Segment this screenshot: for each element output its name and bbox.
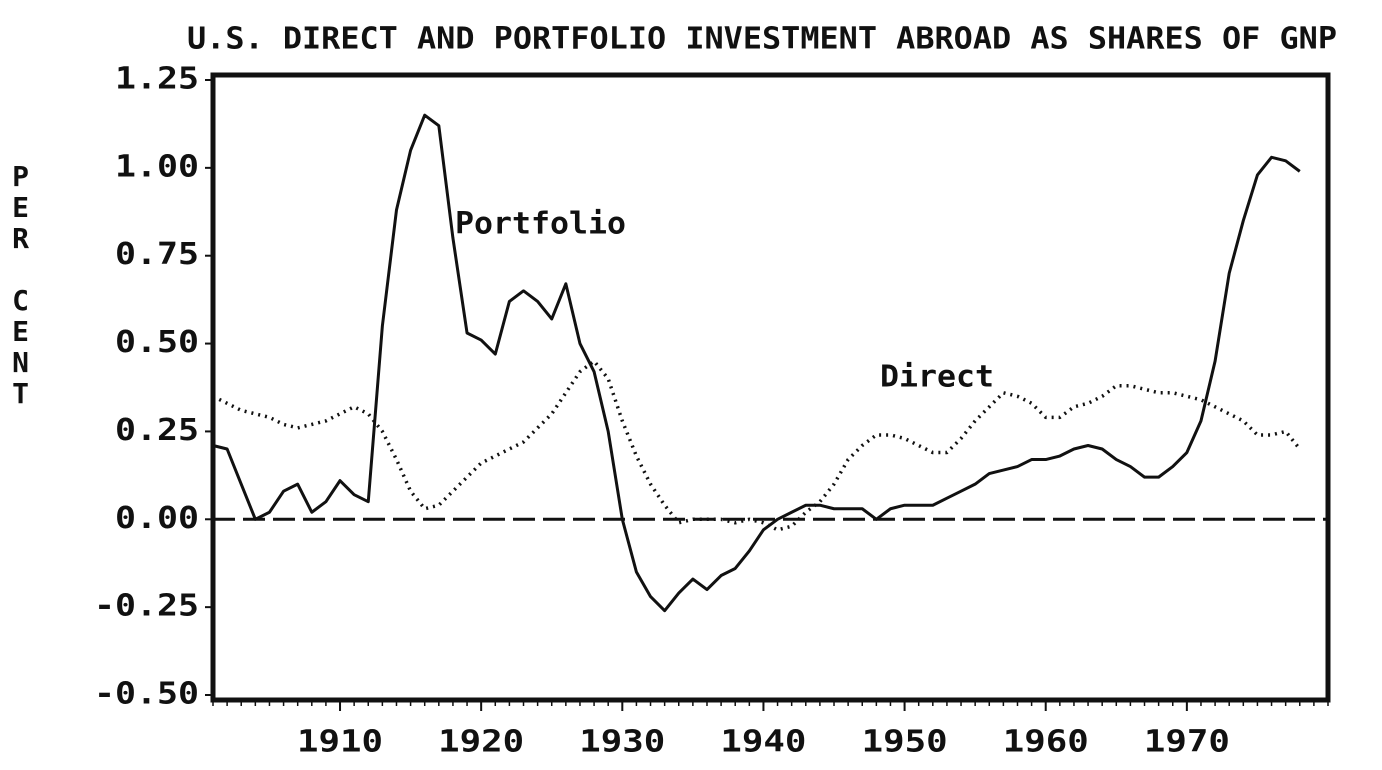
series-label: Portfolio: [455, 207, 626, 242]
y-tick-label: 0.50: [115, 325, 199, 360]
y-tick-label: 0.25: [115, 413, 199, 448]
x-tick-label: 1960: [1003, 725, 1089, 760]
y-tick-label: 1.00: [115, 149, 199, 184]
x-tick-label: 1940: [720, 725, 806, 760]
y-tick-label: 0.00: [115, 501, 199, 536]
x-tick-label: 1930: [579, 725, 665, 760]
x-tick-label: 1950: [862, 725, 948, 760]
chart-title: U.S. DIRECT AND PORTFOLIO INVESTMENT ABR…: [187, 22, 1337, 57]
x-tick-label: 1920: [438, 725, 524, 760]
series-label: Direct: [880, 360, 994, 395]
y-tick-label: 1.25: [115, 62, 199, 97]
y-tick-label: 0.75: [115, 237, 199, 272]
y-tick-label: -0.25: [94, 589, 199, 624]
y-axis-label: PER CENT: [4, 160, 37, 408]
series-line: [212, 359, 1302, 532]
x-tick-label: 1910: [297, 725, 383, 760]
y-tick-label: -0.50: [94, 677, 199, 712]
x-tick-label: 1970: [1144, 725, 1230, 760]
series-line: [212, 113, 1301, 613]
plot-frame: [210, 72, 1331, 703]
